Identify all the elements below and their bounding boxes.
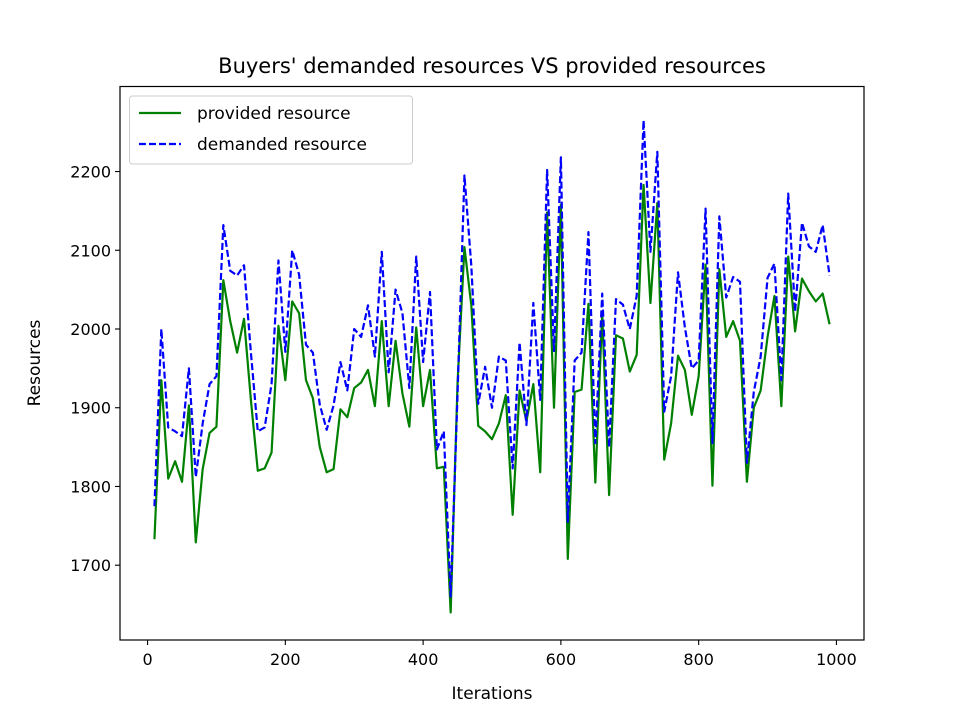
ticks-layer: 0 200 400 600 800 1000 1700 1800 1900 2000 2100 220… bbox=[70, 163, 857, 669]
series-line-provided bbox=[153, 183, 831, 614]
x-tick-label: 0 bbox=[142, 650, 152, 669]
series-line-demanded bbox=[153, 119, 831, 598]
legend-demanded-label: demanded resource bbox=[197, 135, 367, 155]
x-tick-label: 800 bbox=[683, 650, 714, 669]
x-tick-label: 1000 bbox=[816, 650, 857, 669]
x-tick-label: 400 bbox=[408, 650, 439, 669]
chart-title: Buyers' demanded resources VS provided r… bbox=[218, 54, 766, 78]
series-layer bbox=[153, 119, 831, 614]
x-axis-label: Iterations bbox=[452, 684, 533, 704]
y-tick-label: 2100 bbox=[70, 241, 111, 260]
legend-box bbox=[129, 95, 413, 165]
x-tick-label: 200 bbox=[270, 650, 301, 669]
y-tick-label: 2000 bbox=[70, 320, 111, 339]
legend: provided resource demanded resource bbox=[129, 95, 413, 165]
y-tick-label: 2200 bbox=[70, 163, 111, 182]
legend-provided-label: provided resource bbox=[197, 104, 351, 124]
y-tick-label: 1800 bbox=[70, 477, 111, 496]
y-axis-label: Resources bbox=[25, 319, 45, 406]
y-tick-label: 1700 bbox=[70, 556, 111, 575]
y-tick-label: 1900 bbox=[70, 399, 111, 418]
x-tick-label: 600 bbox=[546, 650, 577, 669]
plot-frame bbox=[119, 85, 865, 641]
